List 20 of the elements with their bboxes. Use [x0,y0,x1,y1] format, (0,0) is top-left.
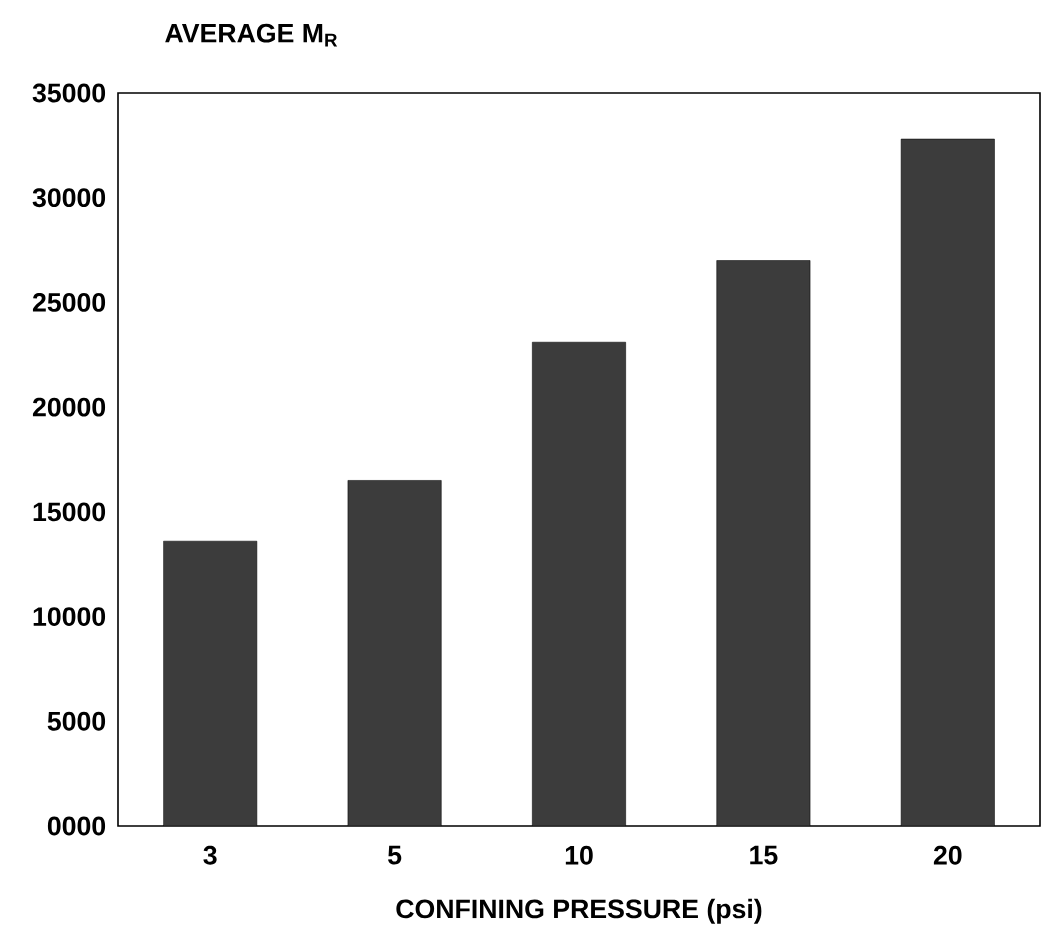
y-tick-label: 35000 [32,83,106,103]
bar [347,480,442,826]
x-tick-label: 5 [388,845,402,865]
y-tick-label: 10000 [33,607,106,626]
x-tick-label: 20 [933,845,962,865]
x-tick-label: 15 [750,845,778,865]
x-tick-label: 10 [565,845,593,865]
y-axis-title: AVERAGE M$_{R}$ [165,23,338,47]
bar [532,341,626,826]
x-axis-title: CONFINING PRESSURE (psi) [396,898,762,924]
y-tick-label: 30000 [32,188,106,208]
y-tick-label: 25000 [32,292,106,312]
bar [900,138,995,826]
x-tick-label: 3 [203,845,217,865]
bar [163,540,258,826]
y-tick-label: 20000 [32,397,106,417]
y-tick-label: 0000 [47,816,106,836]
bar [716,260,811,826]
y-tick-label: 15000 [33,502,106,522]
y-tick-label: 5000 [47,711,106,731]
